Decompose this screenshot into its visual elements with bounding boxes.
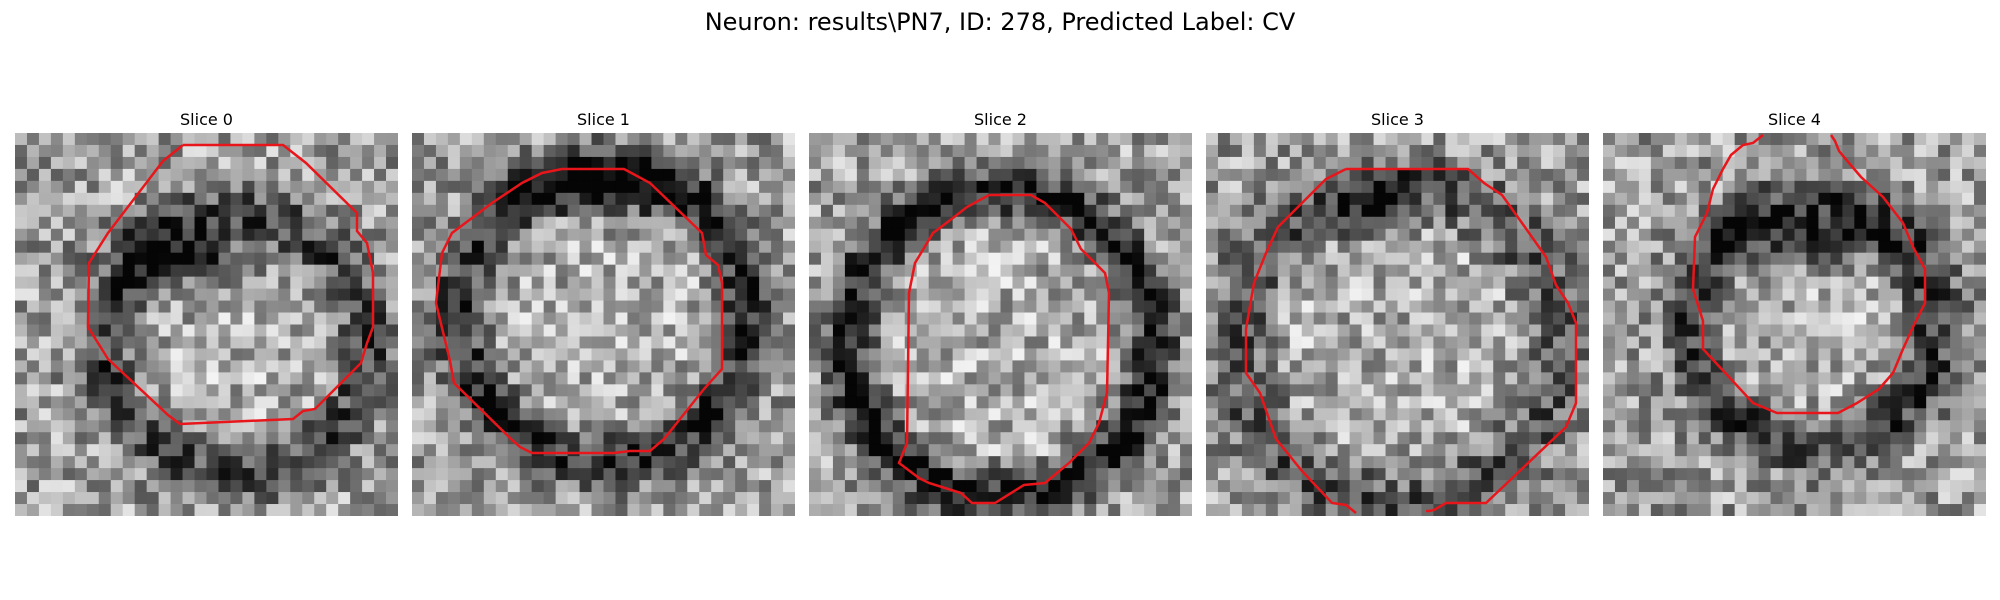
contour-2 xyxy=(897,193,1111,505)
slice-image-4 xyxy=(1603,133,1986,516)
slice-title-0: Slice 0 xyxy=(180,110,233,129)
slice-image-2 xyxy=(809,133,1192,516)
contour-3 xyxy=(1346,167,1578,513)
slice-title-1: Slice 1 xyxy=(577,110,630,129)
contour-4-left xyxy=(1691,134,1927,415)
slice-image-3 xyxy=(1206,133,1589,516)
contour-1 xyxy=(434,167,724,455)
slice-title-4: Slice 4 xyxy=(1768,110,1821,129)
figure-title: Neuron: results\PN7, ID: 278, Predicted … xyxy=(704,8,1296,36)
slice-image-0 xyxy=(15,133,398,516)
contour-3-left xyxy=(1244,167,1357,514)
slice-image-1 xyxy=(412,133,795,516)
contour-0 xyxy=(86,143,375,426)
slice-title-3: Slice 3 xyxy=(1371,110,1424,129)
slice-title-2: Slice 2 xyxy=(974,110,1027,129)
